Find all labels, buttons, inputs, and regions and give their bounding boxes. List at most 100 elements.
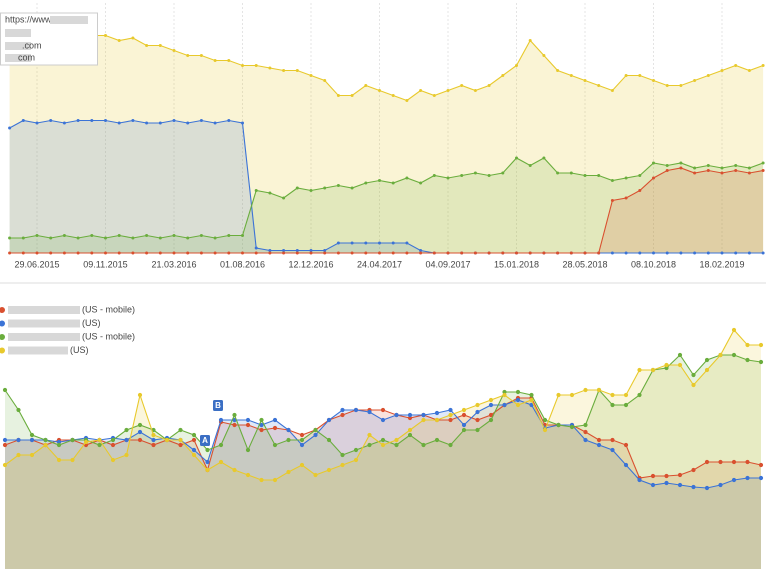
- point: [104, 34, 107, 37]
- point: [326, 437, 332, 443]
- point: [407, 427, 413, 433]
- point: [340, 412, 345, 418]
- point: [299, 432, 305, 438]
- point: [241, 121, 244, 125]
- point: [218, 459, 224, 465]
- point: [268, 191, 272, 195]
- point: [70, 457, 75, 463]
- point: [2, 437, 8, 443]
- point: [448, 442, 453, 448]
- point: [391, 251, 395, 255]
- point: [597, 251, 601, 255]
- x-tick-label: 04.09.2017: [425, 259, 470, 269]
- point: [515, 251, 518, 255]
- point: [151, 437, 156, 443]
- point: [638, 174, 642, 177]
- point: [718, 352, 723, 358]
- point: [720, 69, 724, 72]
- point: [76, 119, 80, 122]
- point: [448, 407, 453, 413]
- point: [62, 234, 66, 237]
- point: [569, 392, 575, 398]
- point: [610, 199, 614, 202]
- point: [460, 84, 464, 87]
- point: [761, 251, 765, 255]
- point: [97, 442, 102, 448]
- point: [336, 184, 340, 187]
- point: [446, 176, 450, 180]
- point: [323, 186, 327, 190]
- point: [70, 437, 75, 443]
- point: [272, 442, 278, 448]
- legend-label: (US - mobile): [82, 331, 135, 341]
- point: [151, 432, 156, 438]
- point: [164, 437, 170, 443]
- series-area: [9, 120, 764, 253]
- point: [353, 447, 359, 453]
- point: [405, 176, 409, 180]
- point: [650, 482, 656, 488]
- point: [232, 422, 237, 428]
- point: [583, 429, 588, 435]
- point: [309, 251, 313, 255]
- x-tick-label: 08.10.2018: [631, 259, 676, 269]
- point: [227, 251, 231, 255]
- point: [76, 251, 80, 255]
- point: [29, 432, 35, 438]
- point: [272, 417, 278, 423]
- point: [473, 89, 477, 92]
- point: [8, 126, 12, 130]
- point: [665, 169, 669, 172]
- point: [199, 119, 203, 122]
- series-line: [9, 14, 764, 102]
- point: [421, 442, 426, 448]
- point: [241, 64, 244, 67]
- point: [638, 74, 642, 77]
- point: [761, 64, 765, 67]
- x-tick-label: 12.12.2016: [288, 259, 333, 269]
- point: [137, 392, 143, 398]
- point: [232, 467, 237, 473]
- point: [704, 485, 710, 491]
- point: [364, 251, 368, 255]
- point: [556, 422, 561, 428]
- point: [313, 427, 318, 433]
- point: [638, 189, 642, 192]
- point: [282, 196, 286, 200]
- point: [367, 409, 372, 415]
- point: [720, 171, 724, 175]
- point: [758, 475, 764, 481]
- series-area: [5, 400, 761, 569]
- point: [117, 39, 121, 42]
- point: [529, 402, 534, 408]
- point: [745, 459, 750, 465]
- point: [35, 234, 39, 237]
- redaction: [8, 319, 80, 328]
- redaction: [5, 54, 31, 62]
- point: [515, 402, 521, 408]
- point: [378, 89, 381, 92]
- point: [309, 249, 313, 252]
- point: [199, 234, 203, 237]
- point: [213, 251, 217, 255]
- point: [569, 74, 573, 77]
- point: [475, 427, 480, 433]
- point: [394, 437, 399, 443]
- point: [652, 79, 655, 82]
- point: [569, 251, 573, 255]
- point: [268, 249, 272, 252]
- point: [461, 422, 467, 428]
- point: [378, 251, 381, 255]
- point: [475, 402, 480, 408]
- point: [340, 452, 345, 458]
- point: [8, 236, 12, 240]
- point: [245, 422, 251, 428]
- point: [241, 234, 244, 237]
- point: [446, 251, 450, 255]
- point: [367, 432, 372, 438]
- point: [432, 251, 436, 255]
- point: [295, 251, 299, 255]
- point: [110, 437, 116, 443]
- point: [718, 482, 723, 488]
- point: [487, 251, 491, 255]
